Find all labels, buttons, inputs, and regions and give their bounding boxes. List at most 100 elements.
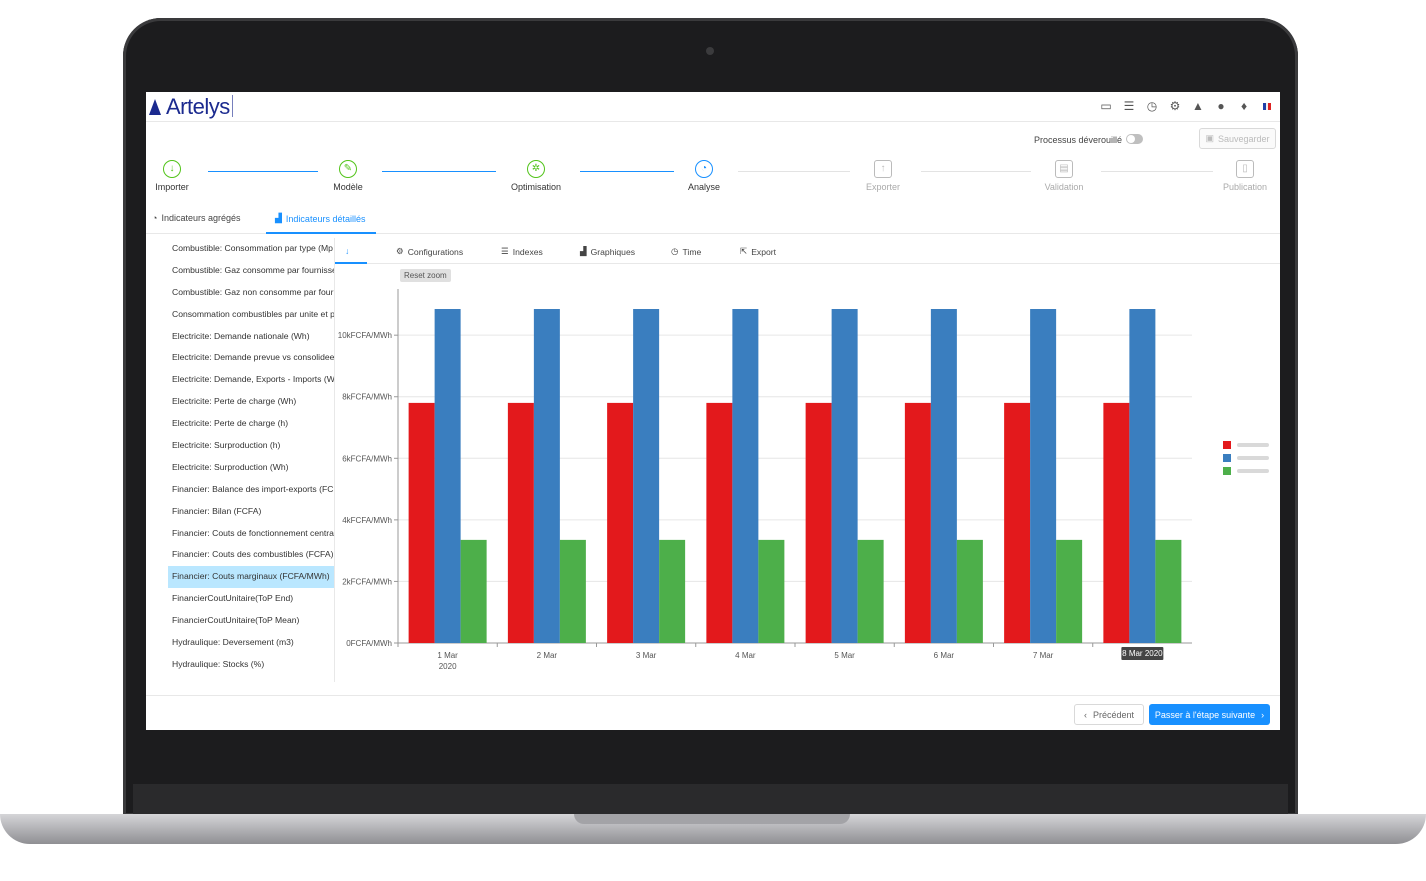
bar: [831, 309, 858, 643]
tab-configurations[interactable]: ⚙ Configurations: [396, 246, 463, 257]
user-icon[interactable]: ●: [1217, 99, 1225, 113]
indicator-list-item[interactable]: Electricite: Demande prevue vs consolide…: [172, 352, 334, 363]
process-lock-toggle[interactable]: [1126, 134, 1143, 144]
previous-label: Précédent: [1092, 709, 1135, 720]
bar: [1155, 539, 1182, 643]
indicator-list-item[interactable]: Financier: Couts marginaux (FCFA/MWh): [168, 566, 334, 589]
next-label: Passer à l'étape suivante: [1154, 709, 1256, 720]
chart-svg: 0FCFA/MWh 2kFCFA/MWh 4kFCFA/MWh 6kFCFA/MWh 8…: [338, 289, 1269, 671]
folder-icon[interactable]: ▭: [1100, 99, 1112, 113]
tab-indicateurs-detailles[interactable]: ▟ Indicateurs détaillés: [275, 213, 365, 224]
legend-label-placeholder: [1237, 456, 1269, 460]
tab-export[interactable]: ⇱ Export: [740, 246, 776, 257]
bar: [1056, 539, 1083, 643]
chevron-right-icon: ›: [1261, 709, 1265, 720]
indicator-list-item[interactable]: Hydraulique: Deversement (m3): [172, 637, 294, 648]
tab-graphiques[interactable]: ▟ Graphiques: [580, 246, 635, 257]
flag-icon[interactable]: [1260, 99, 1274, 113]
y-tick-label: 10kFCFA/MWh: [338, 331, 392, 340]
clock-icon: ◷: [671, 246, 679, 256]
bar: [434, 309, 461, 643]
bar: [533, 309, 560, 643]
bar: [706, 402, 733, 643]
indicator-tabs: ◔ Indicateurs agrégés ▟ Indicateurs déta…: [146, 208, 1280, 234]
save-button[interactable]: ▣ Sauvegarder: [1199, 128, 1276, 149]
indicator-list-item[interactable]: Combustible: Gaz non consomme par fourr: [172, 286, 334, 297]
tab-indexes[interactable]: ☰ Indexes: [501, 246, 543, 257]
bar: [1103, 402, 1130, 643]
cloud-download-icon: ↓: [163, 160, 181, 178]
step-publication[interactable]: ▯ Publication: [1205, 160, 1280, 192]
step-exporter[interactable]: ↑ Exporter: [843, 160, 923, 192]
bar: [559, 539, 586, 643]
next-step-button[interactable]: Passer à l'étape suivante ›: [1149, 704, 1270, 725]
bar: [805, 402, 832, 643]
indicator-list-item[interactable]: Hydraulique: Stocks (%): [172, 658, 265, 669]
indicator-list-item[interactable]: Electricite: Perte de charge (Wh): [172, 396, 297, 407]
clock-icon[interactable]: ◷: [1146, 99, 1158, 113]
step-importer[interactable]: ↓ Importer: [146, 160, 212, 192]
indicator-list-item[interactable]: Combustible: Consommation par type (Mp: [172, 243, 333, 253]
logo-mark-icon: [149, 99, 162, 115]
gear-icon: ⚙: [396, 246, 404, 256]
step-label: Analyse: [687, 182, 721, 192]
tab-label: Configurations: [407, 246, 464, 257]
bar: [1004, 402, 1031, 643]
indicator-list-item[interactable]: Consommation combustibles par unite et p: [172, 308, 334, 319]
bar: [460, 539, 487, 643]
gear-icon[interactable]: ⚙: [1169, 99, 1181, 113]
x-tick-label: 4 Mar: [735, 651, 756, 660]
tab-indicateurs-agreges[interactable]: ◔ Indicateurs agrégés: [152, 213, 241, 223]
x-tick-label: 6 Mar: [934, 651, 955, 660]
indicator-list-item[interactable]: Financier: Couts de fonctionnement centr…: [172, 527, 334, 538]
x-tick-label: 3 Mar: [636, 651, 657, 660]
indicator-list-item[interactable]: Electricite: Perte de charge (h): [172, 418, 289, 429]
step-modele[interactable]: ✎ Modèle: [308, 160, 388, 192]
indicator-list-item[interactable]: FinancierCoutUnitaire(ToP Mean): [172, 615, 300, 626]
indicator-list: Combustible: Consommation par type (Mp Co…: [168, 238, 335, 682]
bar: [956, 539, 983, 643]
bulb-icon[interactable]: ♦: [1240, 99, 1248, 113]
logo[interactable]: Artelys: [149, 93, 230, 121]
reset-zoom-button[interactable]: Reset zoom: [400, 269, 451, 282]
y-tick-label: 2kFCFA/MWh: [342, 577, 392, 586]
step-connector: [208, 171, 318, 172]
indicator-list-item[interactable]: Electricite: Demande, Exports - Imports …: [172, 374, 334, 385]
sub-bar: Processus déverouillé ▣ Sauvegarder: [146, 123, 1280, 157]
step-label: Exporter: [865, 182, 900, 192]
list-icon: ☰: [501, 246, 509, 256]
tab-download[interactable]: ↓: [345, 246, 349, 256]
x-tooltip-label: 8 Mar 2020: [1122, 649, 1163, 658]
tab-label: Indexes: [512, 246, 543, 257]
legend-swatch: [1223, 467, 1231, 475]
step-connector: [1101, 171, 1213, 172]
x-tick-label: 5 Mar: [834, 651, 855, 660]
tab-time[interactable]: ◷ Time: [671, 246, 701, 257]
step-validation[interactable]: ▤ Validation: [1024, 160, 1104, 192]
previous-button[interactable]: ‹ Précédent: [1074, 704, 1144, 725]
indicator-list-item[interactable]: Financier: Couts des combustibles (FCFA): [172, 549, 334, 560]
step-analyse[interactable]: ◔ Analyse: [664, 160, 744, 192]
step-label: Optimisation: [510, 182, 562, 192]
step-optimisation[interactable]: ✲ Optimisation: [496, 160, 576, 192]
indicator-list-item[interactable]: FinancierCoutUnitaire(ToP End): [172, 593, 294, 604]
indicator-list-item[interactable]: Combustible: Gaz consomme par fournisse: [172, 264, 334, 275]
export-icon: ⇱: [740, 246, 748, 256]
bar: [408, 402, 435, 643]
database-icon[interactable]: ☰: [1123, 99, 1135, 113]
step-connector: [382, 171, 496, 172]
cog-icon: ✲: [527, 160, 545, 178]
bar: [758, 539, 785, 643]
step-label: Importer: [155, 182, 189, 192]
x-tick-label: 7 Mar: [1033, 651, 1054, 660]
indicator-list-item[interactable]: Electricite: Surproduction (Wh): [172, 461, 289, 472]
tab-label: Time: [682, 246, 702, 257]
indicator-list-item[interactable]: Electricite: Demande nationale (Wh): [172, 330, 310, 341]
save-label: Sauvegarder: [1217, 133, 1270, 144]
indicator-list-item[interactable]: Electricite: Surproduction (h): [172, 440, 281, 451]
y-tick-label: 4kFCFA/MWh: [342, 516, 392, 525]
bell-icon[interactable]: ▲: [1192, 99, 1204, 113]
indicator-list-item[interactable]: Financier: Bilan (FCFA): [172, 505, 262, 516]
chart-tabs: ↓ ⚙ Configurations ☰ Indexes ▟ Graphique…: [335, 238, 1280, 264]
indicator-list-item[interactable]: Financier: Balance des import-exports (F…: [172, 483, 334, 494]
